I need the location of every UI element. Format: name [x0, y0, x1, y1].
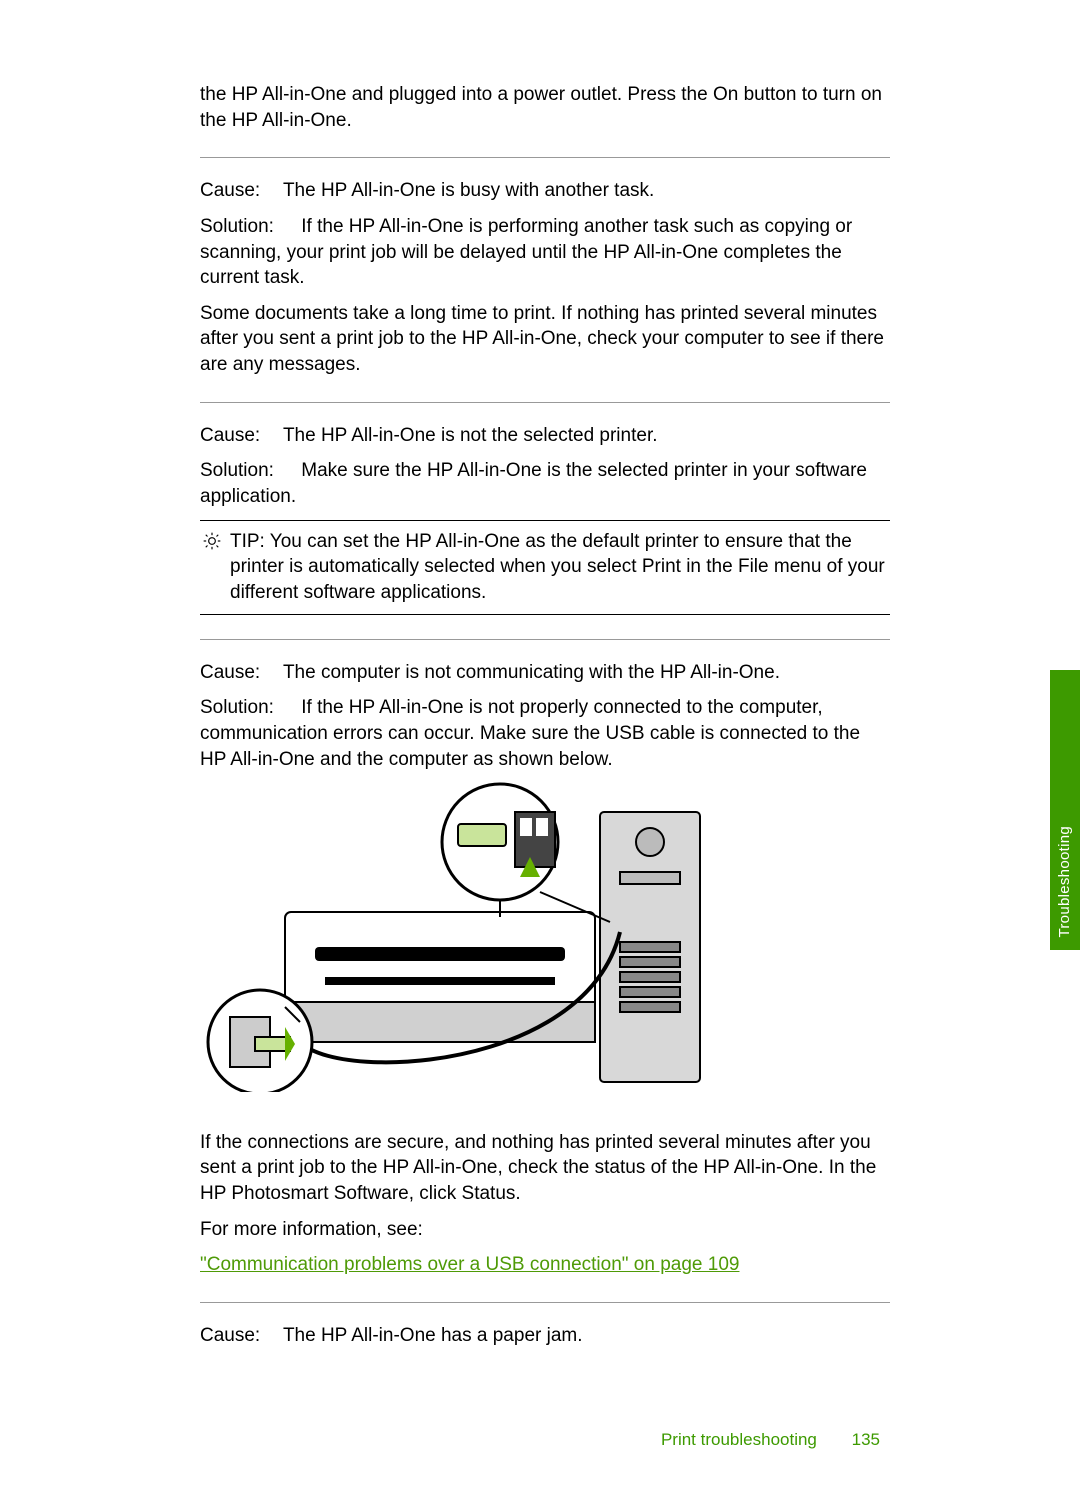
page: the HP All-in-One and plugged into a pow… — [0, 0, 1080, 1495]
cause-line: Cause: The computer is not communicating… — [200, 660, 890, 686]
divider — [200, 639, 890, 640]
divider — [200, 157, 890, 158]
divider — [200, 1302, 890, 1303]
tip-label: TIP: — [230, 531, 265, 552]
tip-callout: TIP: You can set the HP All-in-One as th… — [200, 520, 890, 615]
link-line: "Communication problems over a USB conne… — [200, 1252, 890, 1278]
side-tab: Troubleshooting — [1050, 670, 1080, 950]
cause-text: The HP All-in-One is busy with another t… — [283, 180, 654, 201]
cause-label: Cause: — [200, 178, 278, 204]
page-footer: Print troubleshooting 135 — [661, 1430, 880, 1450]
cause-text: The HP All-in-One is not the selected pr… — [283, 425, 658, 446]
cause-label: Cause: — [200, 1323, 278, 1349]
solution-text: Make sure the HP All-in-One is the selec… — [200, 460, 867, 507]
cause-text: The HP All-in-One has a paper jam. — [283, 1325, 583, 1346]
footer-section-title: Print troubleshooting — [661, 1430, 817, 1449]
extra-paragraph: Some documents take a long time to print… — [200, 301, 890, 378]
usb-connection-diagram — [200, 782, 890, 1100]
solution-label: Solution: — [200, 458, 296, 484]
more-info-line: For more information, see: — [200, 1217, 890, 1243]
cause-line: Cause: The HP All-in-One has a paper jam… — [200, 1323, 890, 1349]
lightbulb-icon — [202, 531, 222, 559]
cause-label: Cause: — [200, 423, 278, 449]
after-diagram-paragraph: If the connections are secure, and nothi… — [200, 1130, 890, 1207]
solution-paragraph: Solution: If the HP All-in-One is not pr… — [200, 695, 890, 772]
cause-line: Cause: The HP All-in-One is busy with an… — [200, 178, 890, 204]
solution-text: If the HP All-in-One is performing anoth… — [200, 216, 852, 288]
usb-troubleshoot-link[interactable]: "Communication problems over a USB conne… — [200, 1254, 739, 1275]
intro-paragraph: the HP All-in-One and plugged into a pow… — [200, 82, 890, 133]
content-column: the HP All-in-One and plugged into a pow… — [200, 82, 890, 1359]
cause-label: Cause: — [200, 660, 278, 686]
side-tab-label: Troubleshooting — [1056, 826, 1073, 938]
solution-text: If the HP All-in-One is not properly con… — [200, 697, 860, 769]
solution-paragraph: Solution: Make sure the HP All-in-One is… — [200, 458, 890, 509]
divider — [200, 402, 890, 403]
tip-body: TIP: You can set the HP All-in-One as th… — [230, 529, 890, 606]
solution-paragraph: Solution: If the HP All-in-One is perfor… — [200, 214, 890, 291]
cause-text: The computer is not communicating with t… — [283, 662, 780, 683]
footer-page-number: 135 — [852, 1430, 880, 1449]
solution-label: Solution: — [200, 695, 296, 721]
tip-text: You can set the HP All-in-One as the def… — [230, 531, 885, 603]
cause-line: Cause: The HP All-in-One is not the sele… — [200, 423, 890, 449]
solution-label: Solution: — [200, 214, 296, 240]
